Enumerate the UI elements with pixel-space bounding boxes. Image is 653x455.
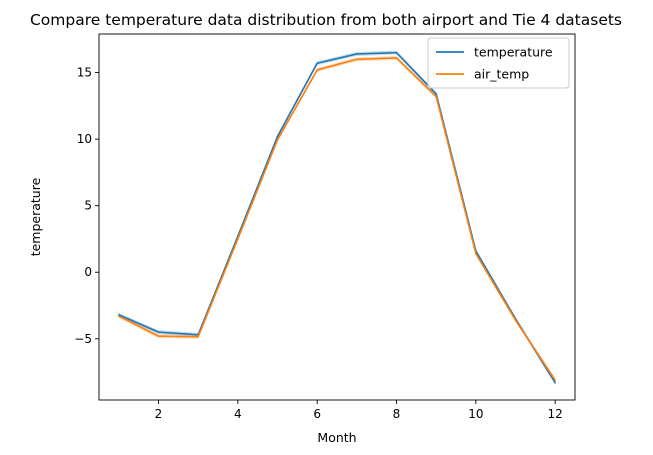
y-tick-label: −5 xyxy=(74,332,92,346)
x-tick-label: 8 xyxy=(393,407,401,421)
data-point xyxy=(157,331,160,333)
x-tick-label: 2 xyxy=(155,407,163,421)
y-tick-label: 10 xyxy=(77,132,92,146)
data-point xyxy=(118,314,120,316)
data-point xyxy=(118,315,120,317)
series-line-1 xyxy=(118,57,556,381)
y-axis-ticks: −5 0 5 10 15 xyxy=(74,66,99,346)
data-point xyxy=(395,57,398,59)
y-axis-label: temperature xyxy=(28,177,43,256)
x-axis-ticks: 2 4 6 8 10 12 xyxy=(155,400,563,421)
legend-label-1: air_temp xyxy=(474,67,529,82)
chart-title: Compare temperature data distribution fr… xyxy=(30,11,622,29)
data-point xyxy=(475,252,477,255)
x-axis-label: Month xyxy=(317,430,356,445)
data-point xyxy=(356,53,358,55)
data-point xyxy=(157,335,160,337)
data-point xyxy=(554,381,556,384)
data-point xyxy=(395,51,398,54)
y-tick-label: 15 xyxy=(77,66,92,80)
data-point xyxy=(276,139,279,141)
plot-frame xyxy=(98,33,576,401)
series-line-0 xyxy=(118,51,556,384)
y-tick-label: 5 xyxy=(84,199,92,213)
data-point xyxy=(356,58,358,61)
x-tick-label: 10 xyxy=(468,407,483,421)
data-point xyxy=(276,135,279,138)
data-point xyxy=(316,62,318,65)
series-lines xyxy=(118,51,556,384)
data-point xyxy=(554,379,556,381)
data-point xyxy=(197,335,199,338)
x-tick-label: 4 xyxy=(234,407,242,421)
x-tick-label: 12 xyxy=(548,407,563,421)
data-point xyxy=(435,95,437,98)
data-point xyxy=(316,69,318,71)
data-point xyxy=(514,319,517,321)
y-tick-label: 0 xyxy=(84,265,92,279)
legend: temperature air_temp xyxy=(427,37,570,89)
legend-label-0: temperature xyxy=(474,45,553,60)
legend-box xyxy=(427,37,570,89)
data-point xyxy=(435,93,437,95)
x-tick-label: 6 xyxy=(313,407,321,421)
data-point xyxy=(237,238,239,240)
